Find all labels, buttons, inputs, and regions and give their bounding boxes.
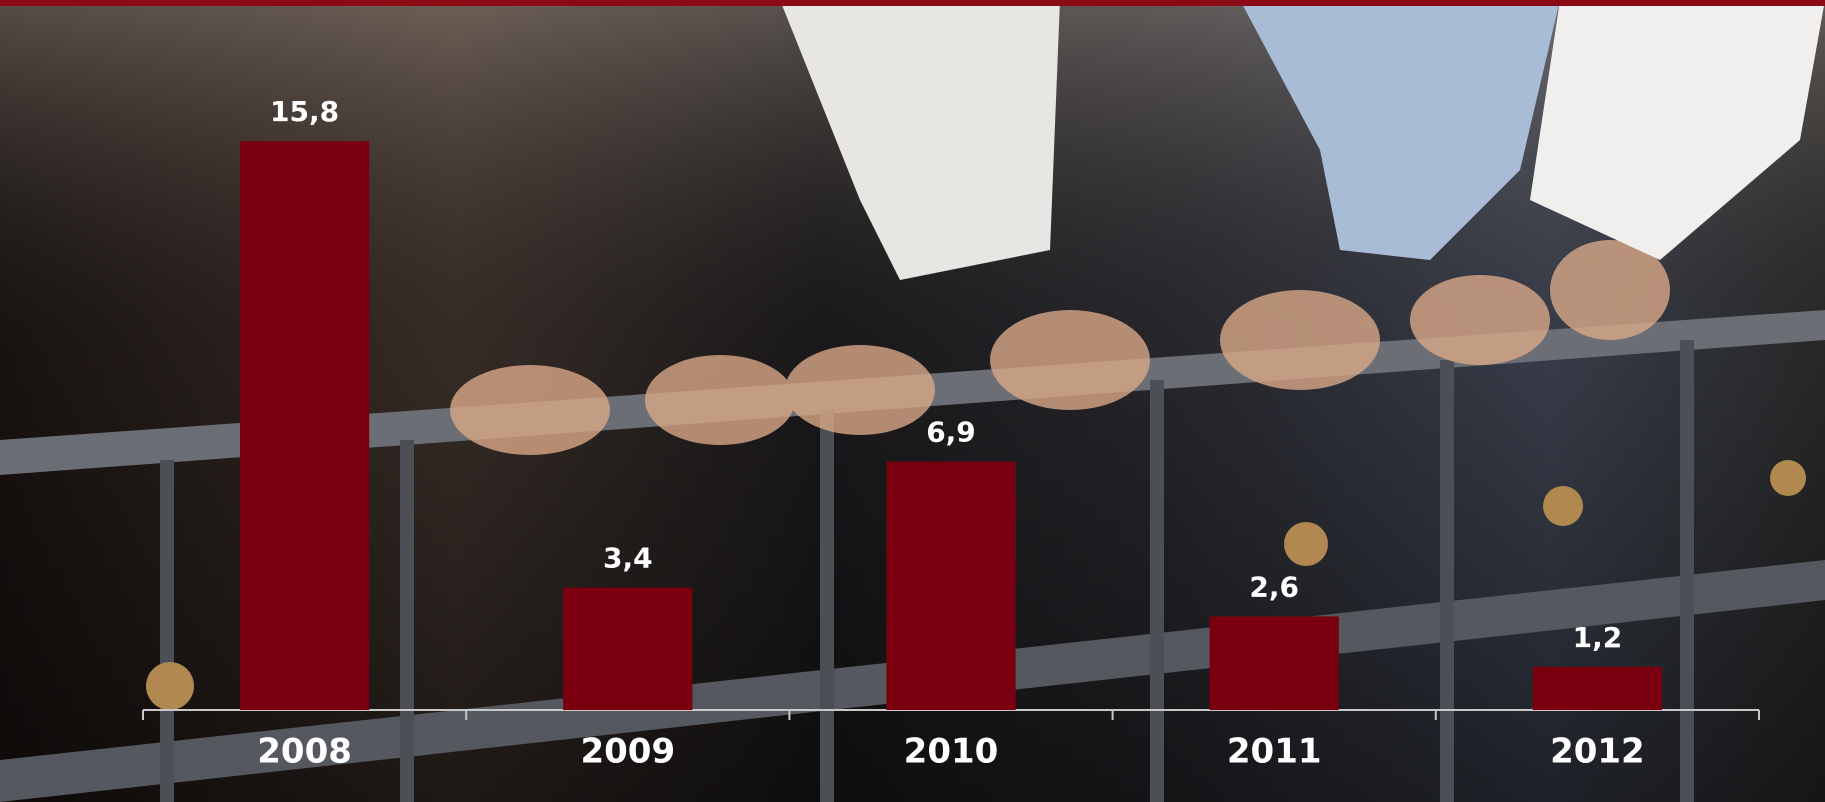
- x-tick-label: 2010: [904, 732, 999, 772]
- bar: [563, 587, 693, 710]
- bar: [886, 461, 1016, 710]
- value-label: 6,9: [926, 416, 976, 449]
- value-label: 1,2: [1573, 621, 1623, 654]
- value-label: 3,4: [603, 542, 653, 575]
- x-tick-label: 2011: [1227, 732, 1322, 772]
- value-label: 15,8: [270, 95, 339, 128]
- x-tick-label: 2009: [580, 732, 675, 772]
- x-tick-label: 2008: [257, 732, 352, 772]
- bar: [1532, 666, 1663, 710]
- value-label: 2,6: [1249, 570, 1299, 603]
- bar: [1209, 616, 1339, 710]
- x-tick-label: 2012: [1550, 732, 1645, 772]
- bar: [239, 141, 370, 710]
